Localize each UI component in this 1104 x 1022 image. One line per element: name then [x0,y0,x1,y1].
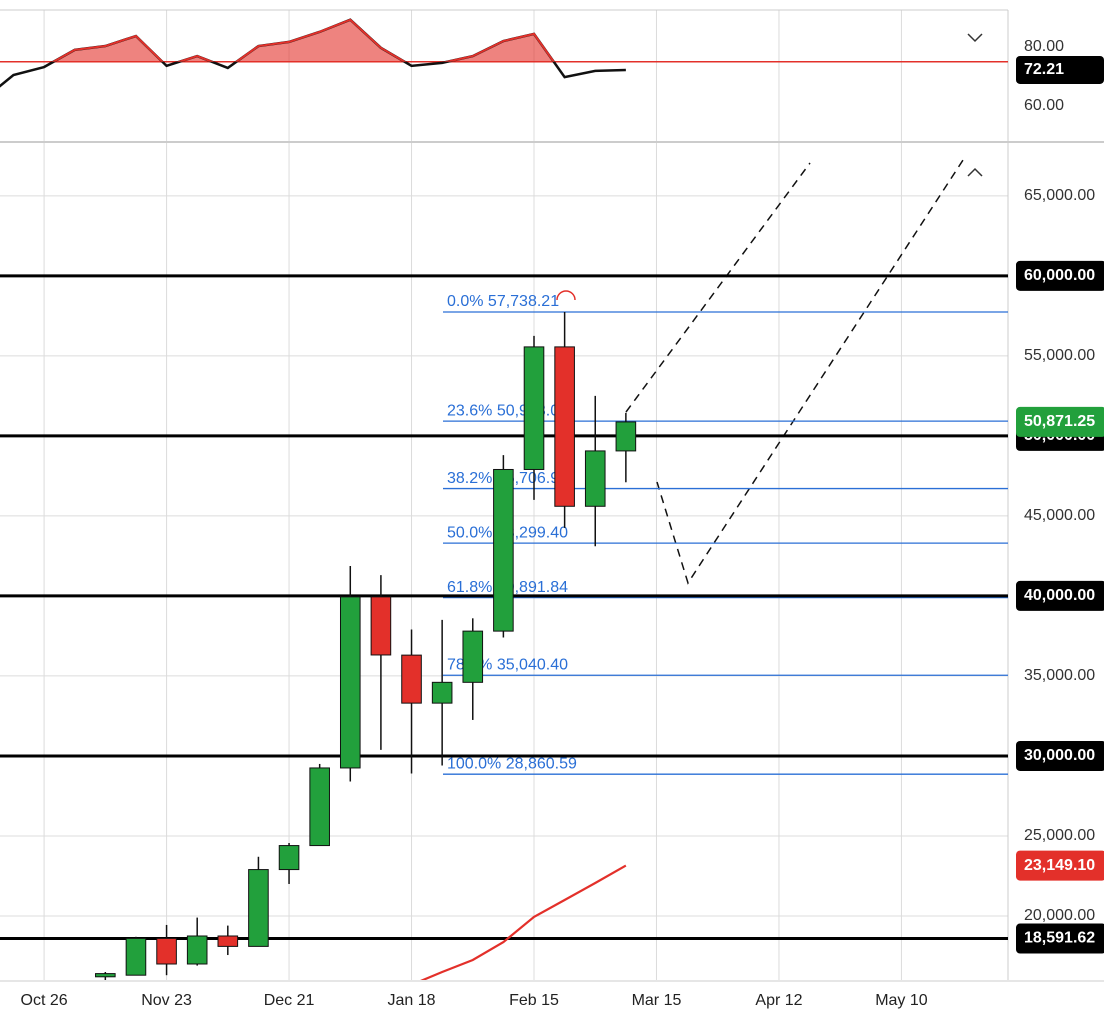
collapse-icon[interactable] [967,33,983,43]
candle-body [462,630,484,683]
y-tick-label: 20,000.00 [1024,907,1095,924]
value-box [1016,55,1104,84]
candle-body [186,935,208,965]
fib-label: 0.0% 57,738.21 [447,293,559,310]
last-price-label: 50,871.25 [1024,413,1095,430]
candle-body [248,869,269,947]
candle-body [339,596,361,769]
candle-body [584,450,606,507]
high-marker [556,290,576,301]
candle-body [156,937,177,965]
last-price-box [1016,406,1104,437]
expand-icon[interactable] [967,167,983,177]
level-label: 30,000.00 [1024,747,1095,764]
y-tick-label: 80.00 [1024,38,1064,55]
ma-last-box [1016,850,1104,881]
value-label: 72.21 [1024,61,1064,78]
level-box [1016,260,1104,291]
x-tick-label: Jan 18 [388,992,436,1009]
level-box [1016,580,1104,611]
candle-body [95,973,116,978]
rsi-area [0,19,626,62]
moving-average [420,864,627,980]
axes: Oct 26 Nov 23 Dec 21 Jan 18 Feb 15 Mar 15 Apr … [21,38,1104,1009]
x-tick-label: Nov 23 [141,992,192,1009]
candle-body [523,346,545,470]
x-tick-label: Oct 26 [21,992,68,1009]
projection-line [625,162,811,413]
y-tick-label: 60.00 [1024,97,1064,114]
level-label: 40,000.00 [1024,587,1095,604]
y-tick-label: 55,000.00 [1024,347,1095,364]
fib-label: 23.6% 50,923.09 [447,402,568,419]
y-tick-label: 45,000.00 [1024,507,1095,524]
level-label: 18,591.62 [1024,930,1095,947]
y-tick-label: 65,000.00 [1024,187,1095,204]
level-label: 60,000.00 [1024,267,1095,284]
projection-line [656,156,966,585]
rsi-panel [0,18,1008,88]
rsi-overbought-line [51,18,555,62]
x-tick-label: Mar 15 [632,992,682,1009]
y-tick-label: 25,000.00 [1024,827,1095,844]
candle-body [370,596,392,656]
y-tick-label: 35,000.00 [1024,667,1095,684]
candle-body [217,935,239,947]
candle-body [401,654,422,704]
level-box [1016,923,1104,954]
candle-body [309,767,330,847]
candle-body [493,468,514,632]
ma-last-label: 23,149.10 [1024,857,1095,874]
level-box [1016,740,1104,771]
candle-body [554,346,575,507]
x-tick-label: Feb 15 [509,992,559,1009]
candle-body [615,421,637,452]
candle-body [125,937,147,976]
fib-label: 100.0% 28,860.59 [447,755,577,772]
candle-body [278,845,300,871]
x-tick-label: May 10 [875,992,928,1009]
x-tick-label: Dec 21 [264,992,315,1009]
x-tick-label: Apr 12 [755,992,802,1009]
candle-body [431,681,453,704]
